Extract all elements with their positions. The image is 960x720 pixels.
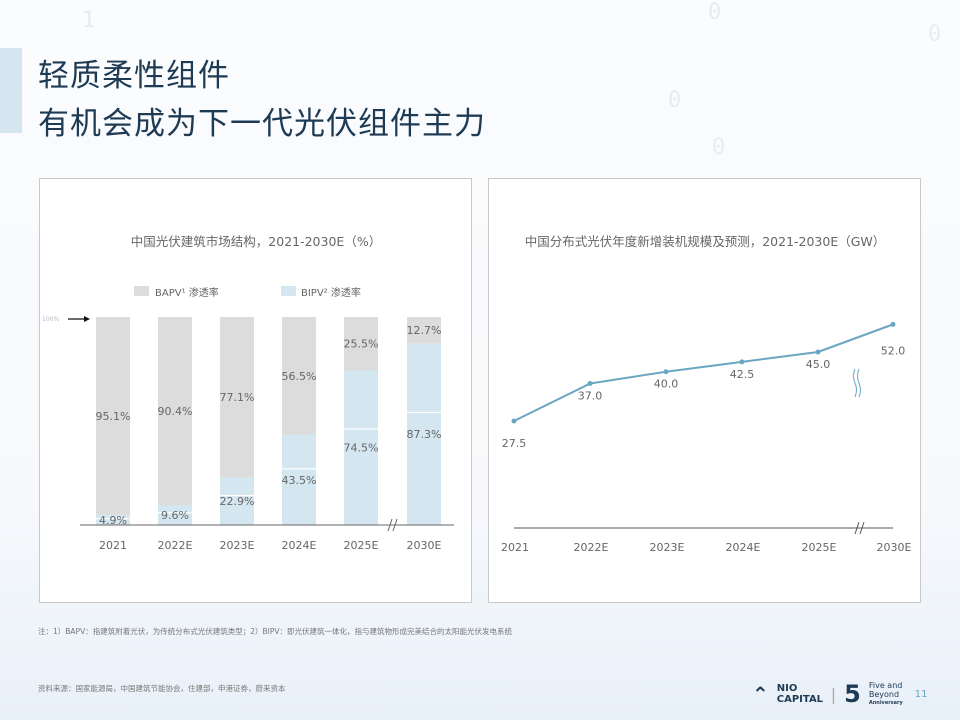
bar-bipv — [220, 477, 254, 525]
bar-bapv — [282, 317, 316, 435]
data-label: 52.0 — [881, 344, 906, 357]
label-bapv: 56.5% — [282, 370, 317, 383]
x-tick-label: 2021 — [99, 539, 127, 552]
label-bipv: 87.3% — [407, 428, 442, 441]
chart-title: 中国光伏建筑市场结构，2021-2030E（%） — [131, 234, 381, 249]
page-number: 11 — [914, 688, 928, 700]
data-point — [511, 418, 517, 424]
chart-title: 中国分布式光伏年度新增装机规模及预测，2021-2030E（GW） — [525, 234, 886, 249]
data-label: 37.0 — [578, 390, 603, 403]
title-accent-bar — [0, 48, 22, 133]
brand-name: NIO CAPITAL — [776, 683, 824, 705]
legend-swatch-bapv — [134, 286, 149, 296]
market-structure-chart: 中国光伏建筑市场结构，2021-2030E（%） BAPV¹ 渗透率 BIPV² 渗… — [42, 234, 454, 552]
label-bapv: 90.4% — [158, 405, 193, 418]
legend-swatch-bipv — [281, 286, 296, 296]
data-label: 45.0 — [806, 358, 831, 371]
footer-logo: ⌃ NIO CAPITAL | 5 Five and Beyond Annive… — [752, 680, 928, 708]
five-mark: 5 — [844, 680, 861, 708]
x-tick-label: 2022E — [574, 541, 609, 554]
bar-bipv — [282, 434, 316, 525]
nio-logo-icon: ⌃ — [752, 682, 769, 706]
source-note: 资料来源：国家能源局，中国建筑节能协会，住建部，申港证券，蔚来资本 — [38, 684, 286, 693]
label-bapv: 95.1% — [96, 410, 131, 423]
x-tick-label: 2030E — [407, 539, 442, 552]
label-bipv: 22.9% — [220, 495, 255, 508]
line-break-icon — [853, 368, 861, 398]
bar-bipv — [407, 343, 441, 525]
tagline-3: Anniversary — [868, 699, 903, 706]
legend-label-bapv: BAPV¹ 渗透率 — [155, 286, 219, 299]
tagline-1: Five and — [868, 680, 903, 690]
x-tick-label: 2030E — [877, 541, 912, 554]
x-tick-label: 2025E — [802, 541, 837, 554]
data-point — [815, 349, 821, 355]
market-structure-panel: 中国光伏建筑市场结构，2021-2030E（%） BAPV¹ 渗透率 BIPV² 渗… — [39, 178, 472, 603]
footnote: 注：1）BAPV：指建筑附着光伏，为传统分布式光伏建筑类型；2）BIPV：即光伏… — [38, 627, 512, 636]
data-label: 40.0 — [654, 378, 679, 391]
bar-bapv — [158, 317, 192, 506]
label-bapv: 25.5% — [344, 338, 379, 351]
x-tick-label: 2024E — [282, 539, 317, 552]
arrow-head — [84, 316, 90, 322]
page-title-line2: 有机会成为下一代光伏组件主力 — [38, 106, 486, 142]
data-point — [663, 369, 669, 375]
label-bipv: 43.5% — [282, 474, 317, 487]
legend-label-bipv: BIPV² 渗透率 — [301, 286, 361, 299]
x-tick-label: 2025E — [344, 539, 379, 552]
axis-break-icon — [854, 521, 865, 535]
x-tick-label: 2023E — [650, 541, 685, 554]
x-tick-label: 2022E — [158, 539, 193, 552]
x-tick-label: 2023E — [220, 539, 255, 552]
label-bipv: 9.6% — [161, 509, 189, 522]
data-point — [587, 381, 593, 387]
bar-bapv — [220, 317, 254, 478]
data-label: 42.5 — [730, 368, 755, 381]
data-point — [739, 359, 745, 365]
label-bipv: 4.9% — [99, 514, 127, 527]
x-tick-label: 2021 — [501, 541, 529, 554]
annotation-100: 100% — [42, 316, 59, 323]
bar-bapv — [344, 317, 378, 371]
bar-bipv — [158, 505, 192, 525]
divider: | — [830, 684, 837, 704]
label-bipv: 74.5% — [344, 442, 379, 455]
x-tick-label: 2024E — [726, 541, 761, 554]
bar-bipv — [344, 370, 378, 525]
axis-break-icon — [387, 518, 398, 532]
tagline-2: Beyond — [868, 689, 900, 699]
bar-bapv — [96, 317, 130, 515]
data-label: 27.5 — [502, 437, 527, 450]
bar-bapv — [407, 317, 441, 344]
distributed-pv-panel: 中国分布式光伏年度新增装机规模及预测，2021-2030E（GW） 27.5 202… — [488, 178, 921, 603]
data-point — [890, 321, 896, 327]
page-title-line1: 轻质柔性组件 — [38, 58, 230, 94]
label-bapv: 77.1% — [220, 391, 255, 404]
label-bapv: 12.7% — [407, 324, 442, 337]
distributed-pv-chart: 中国分布式光伏年度新增装机规模及预测，2021-2030E（GW） 27.5 202… — [501, 234, 912, 554]
bar-bipv — [96, 514, 130, 525]
series-line — [513, 323, 894, 422]
